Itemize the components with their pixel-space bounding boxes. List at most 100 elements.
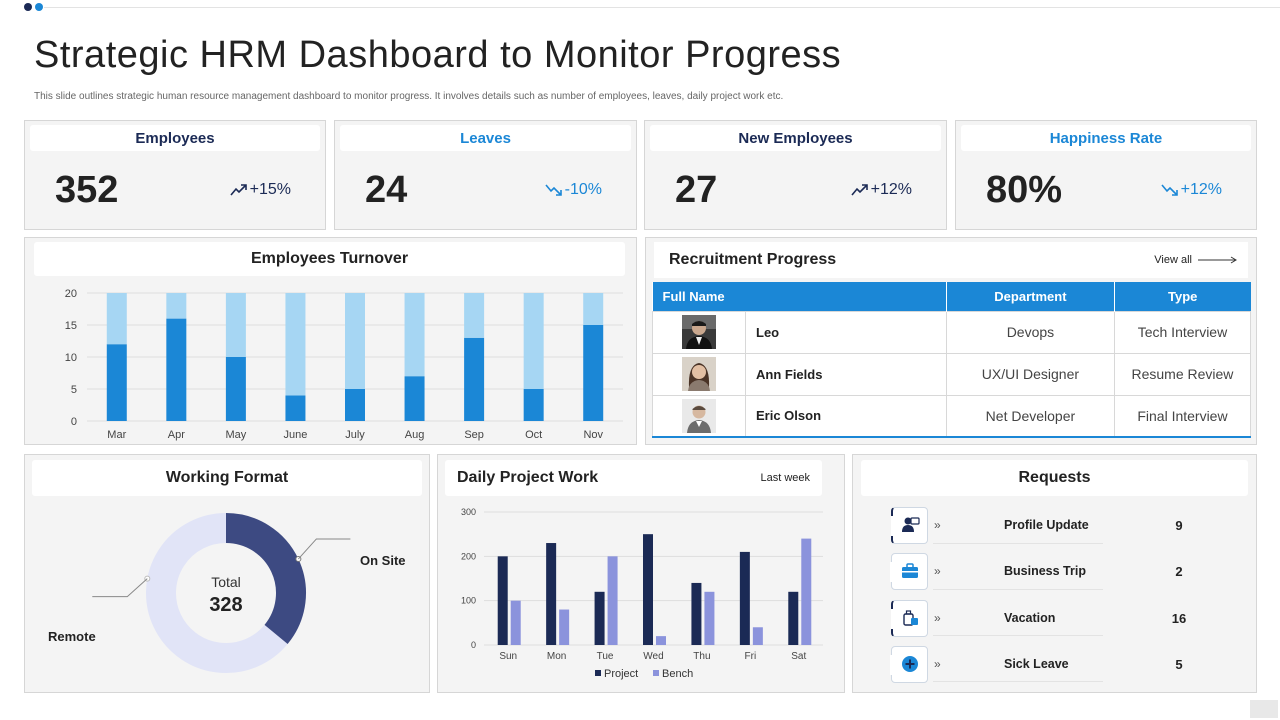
bar-segment — [166, 318, 187, 421]
y-tick-label: 5 — [71, 384, 77, 396]
cell-type: Tech Interview — [1113, 310, 1252, 354]
x-tick-label: May — [225, 429, 246, 441]
kpi-change-value: +12% — [1180, 181, 1222, 198]
divider — [933, 681, 1103, 682]
table-header-row: Full Name Department Type — [652, 282, 1251, 311]
chevron-right-icon: » — [934, 518, 941, 532]
bar — [607, 556, 618, 645]
x-tick-label: Fri — [745, 651, 757, 662]
x-tick-label: Sep — [464, 429, 484, 441]
page-subtitle: This slide outlines strategic human reso… — [34, 91, 784, 102]
table-row[interactable]: Leo Devops Tech Interview — [652, 310, 1252, 354]
donut-slice — [225, 513, 306, 644]
request-count: 2 — [1175, 563, 1183, 579]
bar — [801, 538, 812, 645]
x-tick-label: Mar — [107, 429, 126, 441]
profile-update-icon — [891, 506, 928, 544]
trend-up-icon — [851, 184, 868, 196]
request-label: Business Trip — [1004, 564, 1086, 578]
bar-segment — [345, 389, 365, 421]
bar — [594, 591, 605, 645]
bar-segment — [523, 389, 544, 421]
column-header-department: Department — [946, 282, 1115, 311]
x-tick-label: Wed — [643, 651, 663, 662]
kpi-value: 352 — [55, 169, 119, 211]
daily-project-header: Daily Project Work Last week — [445, 460, 822, 496]
donut-label-onsite: On Site — [360, 553, 406, 568]
kpi-card-new-employees: New Employees 27 +12% — [644, 120, 947, 230]
table-row[interactable]: Eric Olson Net Developer Final Interview — [652, 394, 1252, 438]
y-tick-label: 10 — [65, 352, 77, 364]
divider — [44, 7, 1280, 8]
x-tick-label: Aug — [405, 429, 425, 441]
working-format-donut-chart: Total 328 On Site Remote — [48, 513, 406, 673]
legend-label: Bench — [662, 668, 693, 680]
divider — [933, 635, 1103, 636]
bar — [704, 591, 715, 645]
cell-department: Devops — [945, 310, 1115, 354]
requests-panel: Requests » Profile Update 9 » Business T… — [852, 454, 1257, 693]
bar — [497, 556, 508, 645]
trend-up-icon — [230, 184, 247, 196]
y-tick-label: 0 — [71, 416, 77, 428]
chevron-right-icon: » — [934, 611, 941, 625]
avatar-cell — [652, 352, 746, 396]
request-label: Vacation — [1004, 611, 1056, 625]
cell-full-name: Ann Fields — [745, 352, 947, 396]
avatar-cell — [652, 310, 746, 354]
panel-title: Employees Turnover — [34, 242, 625, 276]
bar — [739, 551, 750, 645]
request-item-business-trip[interactable]: » Business Trip 2 — [890, 552, 1231, 590]
y-tick-label: 0 — [471, 640, 476, 650]
luggage-icon — [891, 599, 928, 637]
request-item-sick-leave[interactable]: » Sick Leave 5 — [890, 645, 1231, 683]
bar — [510, 600, 521, 645]
kpi-change-value: +15% — [249, 181, 291, 198]
x-tick-label: Nov — [583, 429, 603, 441]
bar — [752, 627, 763, 645]
bar-segment — [225, 293, 246, 357]
kpi-change: -10% — [545, 181, 602, 199]
divider — [933, 589, 1103, 590]
legend-swatch — [595, 670, 601, 676]
kpi-label: Happiness Rate — [961, 125, 1251, 151]
x-tick-label: Sun — [499, 651, 517, 662]
kpi-label: Leaves — [340, 125, 631, 151]
bar-segment — [464, 293, 485, 338]
panel-title: Daily Project Work — [457, 469, 599, 486]
bar-segment — [285, 395, 306, 421]
avatar-man-dark-icon — [682, 315, 716, 349]
request-item-vacation[interactable]: » Vacation 16 — [891, 599, 1231, 637]
daily-project-work-panel: Daily Project Work Last week 0 100 200 300 S… — [437, 454, 845, 693]
x-tick-label: June — [284, 429, 308, 441]
bar-segment — [106, 293, 127, 345]
bar — [656, 636, 666, 645]
bar-segment — [166, 293, 187, 319]
kpi-change: +15% — [230, 181, 291, 199]
x-tick-label: Tue — [597, 651, 614, 662]
cell-department: Net Developer — [945, 394, 1115, 438]
kpi-value: 27 — [675, 169, 718, 211]
kpi-label: Employees — [30, 125, 320, 151]
cell-type: Resume Review — [1113, 352, 1252, 396]
cell-full-name: Eric Olson — [745, 394, 947, 438]
bar — [546, 543, 557, 645]
cell-full-name: Leo — [745, 310, 947, 354]
kpi-card-employees: Employees 352 +15% — [24, 120, 326, 230]
x-tick-label: Oct — [525, 429, 542, 441]
y-tick-label: 100 — [461, 596, 476, 606]
trend-down-icon — [1161, 184, 1178, 196]
bar-segment — [464, 337, 485, 421]
table-row[interactable]: Ann Fields UX/UI Designer Resume Review — [652, 352, 1252, 396]
avatar-man-light-icon — [682, 398, 716, 433]
period-selector[interactable]: Last week — [760, 472, 810, 484]
y-tick-label: 20 — [65, 288, 77, 300]
employees-turnover-panel: Employees Turnover 0 5 10 15 20 Mar Apr May June… — [24, 237, 637, 445]
request-item-profile-update[interactable]: » Profile Update 9 — [891, 506, 1231, 544]
column-header-type: Type — [1114, 282, 1251, 311]
bar-segment — [523, 293, 544, 389]
donut-total-label: Total — [211, 574, 241, 590]
view-all-link[interactable]: View all — [1154, 254, 1238, 266]
legend-swatch — [653, 670, 659, 676]
recruitment-progress-panel: Recruitment Progress View all Full Name … — [645, 237, 1257, 445]
